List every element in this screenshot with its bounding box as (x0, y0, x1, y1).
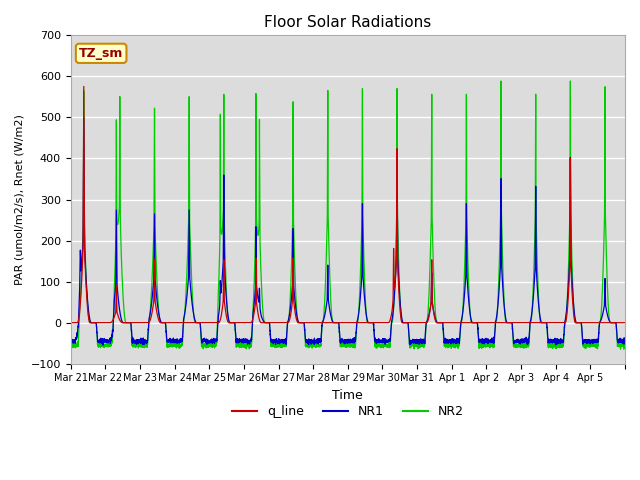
NR2 (621, 341, 629, 347)
q_line (80, 84, 88, 89)
NR2 (500, 295, 508, 301)
q_line (398, 320, 406, 325)
NR2 (67, 343, 74, 348)
NR2 (541, 320, 549, 325)
Line: q_line: q_line (70, 86, 625, 323)
q_line (541, 320, 549, 325)
NR1 (541, 320, 549, 325)
NR2 (527, 318, 535, 324)
q_line (500, 320, 508, 325)
Legend: q_line, NR1, NR2: q_line, NR1, NR2 (227, 400, 468, 423)
NR1 (99, 342, 107, 348)
NR1 (80, 115, 88, 121)
Title: Floor Solar Radiations: Floor Solar Radiations (264, 15, 431, 30)
NR2 (398, 320, 406, 325)
NR1 (182, 303, 189, 309)
NR2 (182, 298, 189, 303)
q_line (67, 320, 74, 325)
Line: NR2: NR2 (70, 81, 625, 349)
NR1 (369, 320, 376, 325)
NR2 (620, 346, 628, 352)
q_line (527, 320, 535, 325)
NR1 (500, 302, 508, 308)
NR1 (67, 337, 74, 343)
NR1 (399, 318, 406, 324)
NR2 (497, 78, 505, 84)
q_line (621, 320, 629, 325)
Line: NR1: NR1 (70, 118, 625, 345)
q_line (182, 320, 189, 325)
Y-axis label: PAR (umol/m2/s), Rnet (W/m2): PAR (umol/m2/s), Rnet (W/m2) (15, 114, 25, 285)
NR2 (369, 320, 376, 325)
NR1 (621, 341, 629, 347)
Text: TZ_sm: TZ_sm (79, 47, 124, 60)
NR1 (527, 314, 535, 320)
X-axis label: Time: Time (332, 389, 364, 402)
q_line (369, 320, 376, 325)
